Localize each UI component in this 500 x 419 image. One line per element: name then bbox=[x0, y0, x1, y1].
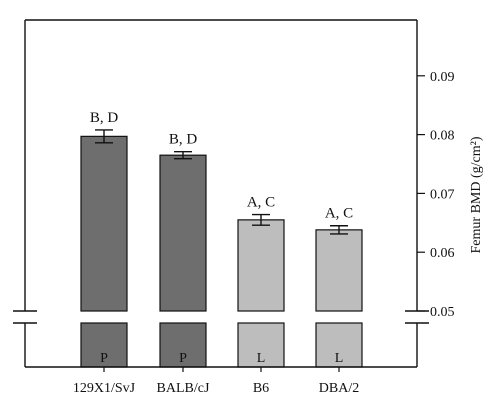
y-tick-label: 0.05 bbox=[430, 305, 455, 320]
x-tick-label: BALB/cJ bbox=[157, 381, 210, 396]
group-label: L bbox=[257, 351, 266, 366]
y-tick-label: 0.09 bbox=[430, 70, 455, 85]
plot-frame bbox=[13, 19, 429, 368]
y-tick-label: 0.08 bbox=[430, 129, 455, 144]
bar-lower bbox=[80, 322, 128, 368]
x-tick-label: DBA/2 bbox=[319, 381, 359, 396]
x-tick-label: 129X1/SvJ bbox=[73, 381, 136, 396]
significance-label: B, D bbox=[169, 132, 198, 148]
significance-label: A, C bbox=[325, 206, 353, 222]
bars-upper-segment bbox=[80, 135, 363, 312]
bar-upper bbox=[237, 219, 285, 312]
bar-lower bbox=[159, 322, 207, 368]
significance-label: A, C bbox=[247, 195, 275, 211]
significance-labels: B, D B, D A, C A, C bbox=[90, 110, 353, 222]
significance-label: B, D bbox=[90, 110, 119, 126]
bar-upper bbox=[80, 135, 128, 312]
x-tick-label: B6 bbox=[253, 381, 269, 396]
error-bars bbox=[95, 129, 348, 235]
group-label: L bbox=[335, 351, 344, 366]
group-label: P bbox=[100, 351, 108, 366]
y-tick-label: 0.07 bbox=[430, 187, 455, 202]
y-axis-ticks: 0.05 0.06 0.07 0.08 0.09 bbox=[417, 70, 455, 320]
group-label: P bbox=[179, 351, 187, 366]
x-tick-labels: 129X1/SvJ BALB/cJ B6 DBA/2 bbox=[73, 367, 359, 396]
bars-lower-segment bbox=[80, 322, 363, 368]
bar-upper bbox=[159, 154, 207, 312]
y-tick-label: 0.06 bbox=[430, 246, 455, 261]
y-axis-label: Femur BMD (g/cm²) bbox=[469, 136, 484, 253]
bar-lower bbox=[315, 322, 363, 368]
bar-upper bbox=[315, 229, 363, 312]
